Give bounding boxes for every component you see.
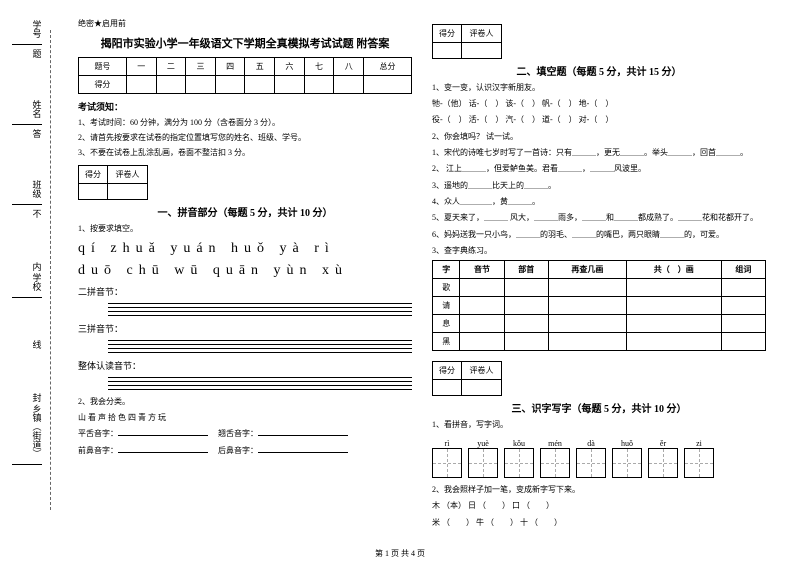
group-label: 二拼音节：	[78, 285, 412, 298]
section-3-title: 三、识字写字（每题 5 分，共计 10 分）	[432, 400, 766, 415]
pinyin-line: duō chū wū quān yùn xù	[78, 263, 412, 279]
s3-q1: 1、看拼音，写字词。	[432, 419, 766, 431]
side-label: 乡镇（街道）	[31, 404, 44, 458]
right-column: 得分评卷人 二、填空题（每题 5 分，共计 15 分） 1、变一变，认识汉字新朋…	[424, 18, 774, 540]
side-label: 班级	[31, 180, 44, 198]
score-box: 得分评卷人	[432, 361, 766, 396]
pinyin-line: qí zhuǎ yuán huǒ yà rì	[78, 241, 412, 257]
exam-page: 绝密★启用前 揭阳市实验小学一年级语文下学期全真模拟考试试题 附答案 题号一二三…	[0, 0, 800, 540]
fill-line[interactable]: 牠-（他） 话-（ ） 该-（ ） 帆-（ ） 地-（ ）	[432, 97, 766, 111]
notice-item: 1、考试时间：60 分钟，满分为 100 分（含卷面分 3 分）。	[78, 117, 412, 129]
notice-header: 考试须知：	[78, 100, 412, 113]
q2-blanks[interactable]: 前鼻音字： 后鼻音字：	[78, 444, 412, 458]
section-2-title: 二、填空题（每题 5 分，共计 15 分）	[432, 63, 766, 78]
binding-sidebar: 学号题 姓名答 班级不 内学校 线 封乡镇（街道）	[12, 20, 62, 520]
group-label: 整体认读音节：	[78, 359, 412, 372]
fill-line[interactable]: 1、宋代的诗唯七岁时写了一首诗：只有＿＿＿，更无＿＿＿。举头＿＿＿，回首＿＿＿。	[432, 146, 766, 160]
fill-q1: 1、变一变，认识汉字新朋友。	[432, 82, 766, 94]
notice-item: 2、请首先按要求在试卷的指定位置填写您的姓名、班级、学号。	[78, 132, 412, 144]
answer-lines[interactable]	[78, 300, 412, 316]
group-label: 三拼音节：	[78, 322, 412, 335]
fill-line[interactable]: 4、众人＿＿＿＿，黄＿＿＿。	[432, 195, 766, 209]
answer-lines[interactable]	[78, 374, 412, 390]
fill-line[interactable]: 役-（ ） 活-（ ） 汽-（ ） 道-（ ） 对-（ ）	[432, 113, 766, 127]
fill-line[interactable]: 2、 江上＿＿＿，但爱鲈鱼美。君看＿＿＿，＿＿＿风波里。	[432, 162, 766, 176]
page-footer: 第 1 页 共 4 页	[0, 548, 800, 559]
q2-blanks[interactable]: 平舌音字： 翘舌音字：	[78, 427, 412, 441]
q1-label: 1、按要求填空。	[78, 223, 412, 235]
score-box: 得分评卷人	[432, 24, 766, 59]
notice-item: 3、不要在试卷上乱涂乱画，卷面不整洁扣 3 分。	[78, 147, 412, 159]
secret-label: 绝密★启用前	[78, 18, 412, 29]
side-label: 学号	[31, 20, 44, 38]
left-column: 绝密★启用前 揭阳市实验小学一年级语文下学期全真模拟考试试题 附答案 题号一二三…	[70, 18, 420, 540]
dictionary-table[interactable]: 字音节部首再查几画共（ ）画组词 歌 请 息 黑	[432, 260, 766, 351]
score-box: 得分评卷人	[78, 165, 412, 200]
fill-line[interactable]: 5、夏天来了，＿＿＿ 风大，＿＿＿雨多，＿＿＿和＿＿＿都成熟了。＿＿＿花和花都开…	[432, 211, 766, 225]
fill-q3: 3、查字典练习。	[432, 245, 766, 257]
q2-chars: 山 看 声 拾 色 四 青 方 玩	[78, 411, 412, 425]
q2-header: 2、我会分类。	[78, 396, 412, 408]
score-header-table: 题号一二三四五六七八总分 得分	[78, 57, 412, 94]
answer-lines[interactable]	[78, 337, 412, 353]
s3q2-line[interactable]: 木 （本） 日 （ ） 口 （ ）	[432, 499, 766, 513]
s3q2-line[interactable]: 米 （ ） 牛 （ ） 十 （ ）	[432, 516, 766, 530]
fill-q2: 2、你会填吗？ 试一试。	[432, 131, 766, 143]
section-1-title: 一、拼音部分（每题 5 分，共计 10 分）	[78, 204, 412, 219]
side-label: 学校	[31, 273, 44, 291]
side-label: 姓名	[31, 100, 44, 118]
s3-q2: 2、我会照样子加一笔，变成新字写下来。	[432, 484, 766, 496]
char-grid-row[interactable]: rì yuè kǒu mén dà huǒ ěr zi	[432, 437, 766, 478]
exam-title: 揭阳市实验小学一年级语文下学期全真模拟考试试题 附答案	[78, 35, 412, 51]
fold-line	[50, 30, 51, 510]
fill-line[interactable]: 3、遥地的＿＿＿比天上的＿＿＿。	[432, 179, 766, 193]
fill-line[interactable]: 6、妈妈送我一只小鸟，＿＿＿的羽毛、＿＿＿的嘴巴，两只眼睛＿＿＿的，可爱。	[432, 228, 766, 242]
